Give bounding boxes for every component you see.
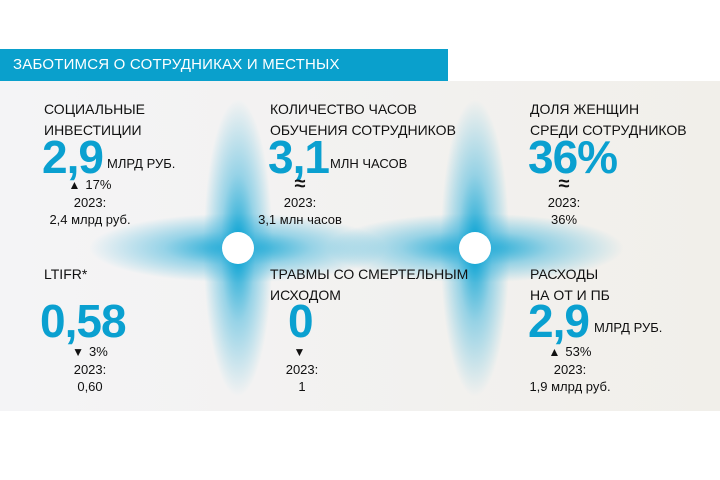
circle-decoration bbox=[459, 232, 491, 264]
metric-value: 2,9 bbox=[42, 131, 104, 183]
arrow-up-icon: ▲ bbox=[68, 178, 81, 192]
metric-value: 0 bbox=[288, 295, 314, 347]
prev-value: 36% bbox=[550, 212, 578, 227]
metric-title: НА ОТ И ПБ bbox=[530, 287, 610, 303]
prev-label: 2023: bbox=[553, 362, 587, 377]
metric-value: 2,9 bbox=[528, 295, 590, 347]
prev-value: 0,60 bbox=[77, 379, 103, 394]
metric-value: 0,58 bbox=[40, 295, 127, 347]
metric-title: СОЦИАЛЬНЫЕ bbox=[44, 101, 145, 117]
metric-value: 36% bbox=[528, 131, 618, 183]
prev-value: 1,9 млрд руб. bbox=[529, 379, 611, 394]
metric-title: ИНВЕСТИЦИИ bbox=[44, 122, 142, 138]
approx-icon: ≈ bbox=[558, 173, 570, 195]
metric-unit: МЛРД РУБ. bbox=[594, 320, 663, 335]
prev-value: 1 bbox=[298, 379, 306, 394]
metric-title: LTIFR* bbox=[44, 266, 88, 282]
metric-unit: МЛН ЧАСОВ bbox=[330, 156, 408, 171]
arrow-down-icon: ▼ bbox=[72, 345, 85, 359]
prev-label: 2023: bbox=[283, 195, 317, 210]
prev-label: 2023: bbox=[73, 362, 107, 377]
prev-value: 2,4 млрд руб. bbox=[49, 212, 131, 227]
metric-title: ИСХОДОМ bbox=[270, 287, 341, 303]
metric-title: РАСХОДЫ bbox=[530, 266, 599, 282]
prev-label: 2023: bbox=[73, 195, 107, 210]
metric-title: ТРАВМЫ СО СМЕРТЕЛЬНЫМ bbox=[270, 266, 469, 282]
metric-value: 3,1 bbox=[268, 131, 330, 183]
prev-value: 3,1 млн часов bbox=[258, 212, 342, 227]
metric-title: ОБУЧЕНИЯ СОТРУДНИКОВ bbox=[270, 122, 456, 138]
metric-title: КОЛИЧЕСТВО ЧАСОВ bbox=[270, 101, 417, 117]
metric-change: 3% bbox=[89, 344, 108, 359]
prev-label: 2023: bbox=[285, 362, 319, 377]
metric-change: 53% bbox=[565, 344, 592, 359]
infographic-panel bbox=[0, 81, 720, 411]
arrow-up-icon: ▲ bbox=[548, 345, 561, 359]
section-header: ЗАБОТИМСЯ О СОТРУДНИКАХ И МЕСТНЫХ СООБЩЕ… bbox=[0, 49, 448, 105]
prev-label: 2023: bbox=[547, 195, 581, 210]
metric-title: СРЕДИ СОТРУДНИКОВ bbox=[530, 122, 687, 138]
approx-icon: ≈ bbox=[294, 173, 306, 195]
circle-decoration bbox=[222, 232, 254, 264]
metric-title: ДОЛЯ ЖЕНЩИН bbox=[530, 101, 640, 117]
metric-unit: МЛРД РУБ. bbox=[107, 156, 176, 171]
arrow-down-icon: ▼ bbox=[293, 345, 306, 359]
metric-change: 17% bbox=[85, 177, 112, 192]
